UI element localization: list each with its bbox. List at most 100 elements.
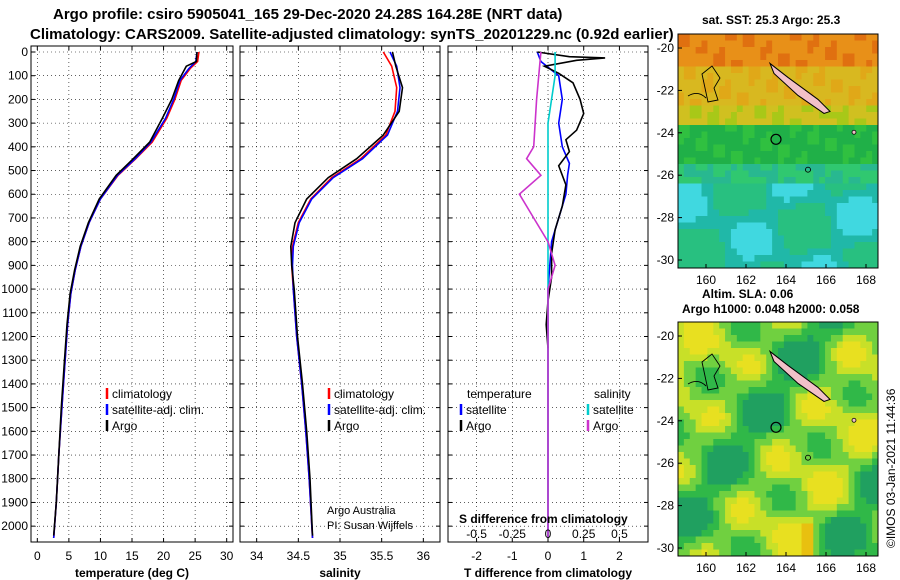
map-cell — [683, 40, 691, 48]
map-cell — [813, 348, 820, 355]
map-cell — [778, 478, 785, 485]
map-cell — [830, 530, 838, 537]
map-cell — [742, 354, 750, 362]
y-tick-label: 500 — [8, 164, 28, 178]
map-cell — [742, 497, 750, 505]
map-cell — [683, 439, 691, 446]
map-cell — [801, 517, 808, 524]
map-cell — [789, 125, 797, 132]
map-cell — [789, 354, 797, 362]
map-cell — [760, 73, 767, 80]
map-cell — [713, 40, 720, 48]
map-cell — [725, 471, 732, 479]
map-cell — [678, 99, 685, 106]
map-cell — [730, 400, 738, 407]
map-cell — [807, 536, 814, 544]
map-cell — [772, 53, 779, 61]
map-cell — [760, 530, 767, 537]
map-cell — [754, 517, 761, 524]
map-cell — [689, 131, 697, 139]
map-cell — [801, 471, 808, 479]
map-cell — [766, 426, 773, 433]
map-cell — [866, 335, 873, 342]
map-cell — [736, 484, 744, 492]
map-cell — [748, 367, 755, 375]
map-cell — [842, 419, 850, 427]
map-cell — [872, 458, 879, 466]
map-cell — [830, 393, 838, 401]
map-cell — [795, 471, 803, 479]
map-cell — [801, 151, 808, 158]
map-cell — [678, 242, 685, 249]
map-cell — [766, 151, 773, 158]
map-cell — [766, 328, 773, 336]
map-cell — [748, 328, 755, 336]
map-cell — [866, 34, 873, 41]
map-cell — [748, 432, 755, 440]
map-cell — [760, 354, 767, 362]
map-cell — [689, 530, 697, 537]
map-cell — [819, 367, 826, 375]
map-cell — [742, 144, 750, 152]
map-cell — [783, 53, 791, 61]
map-cell — [754, 419, 761, 427]
map-cell — [801, 40, 808, 48]
map-cell — [848, 138, 855, 145]
map-cell — [701, 543, 708, 550]
map-x-tick-label: 164 — [776, 273, 796, 287]
map-cell — [766, 471, 773, 479]
map-cell — [730, 374, 738, 381]
map-cell — [854, 387, 861, 394]
map-cell — [683, 138, 691, 145]
map-cell — [760, 255, 767, 262]
map-cell — [736, 86, 744, 93]
map-cell — [707, 484, 714, 492]
map-cell — [860, 530, 867, 537]
map-cell — [748, 242, 755, 249]
map-cell — [866, 393, 873, 401]
map-cell — [713, 53, 720, 61]
map-cell — [730, 465, 738, 472]
map-cell — [725, 380, 732, 388]
map-cell — [772, 445, 779, 453]
map-cell — [772, 209, 779, 217]
map-cell — [760, 196, 767, 204]
map-cell — [713, 478, 720, 485]
map-cell — [807, 465, 814, 472]
map-cell — [789, 255, 797, 262]
map-cell — [789, 458, 797, 466]
map-cell — [825, 216, 832, 223]
map-cell — [860, 400, 867, 407]
map-cell — [772, 400, 779, 407]
map-cell — [748, 86, 755, 93]
map-cell — [795, 34, 803, 41]
map-cell — [725, 170, 732, 178]
map-cell — [760, 66, 767, 74]
map-cell — [836, 510, 844, 518]
map-cell — [801, 229, 808, 236]
map-cell — [678, 491, 685, 498]
map-cell — [730, 445, 738, 453]
map-cell — [748, 380, 755, 388]
map-cell — [819, 222, 826, 230]
map-cell — [848, 99, 855, 106]
map-cell — [742, 387, 750, 394]
map-cell — [866, 348, 873, 355]
map-cell — [778, 222, 785, 230]
map-cell — [778, 335, 785, 342]
map-cell — [801, 426, 808, 433]
map-cell — [695, 341, 703, 349]
map-cell — [713, 374, 720, 381]
map-cell — [830, 66, 838, 74]
map-cell — [842, 484, 850, 492]
map-cell — [783, 242, 791, 249]
map-cell — [866, 465, 873, 472]
map-cell — [813, 439, 820, 446]
map-cell — [807, 248, 814, 256]
map-cell — [725, 348, 732, 355]
map-cell — [742, 439, 750, 446]
map-cell — [830, 419, 838, 427]
map-cell — [772, 144, 779, 152]
map-cell — [695, 242, 703, 249]
map-cell — [719, 387, 726, 394]
